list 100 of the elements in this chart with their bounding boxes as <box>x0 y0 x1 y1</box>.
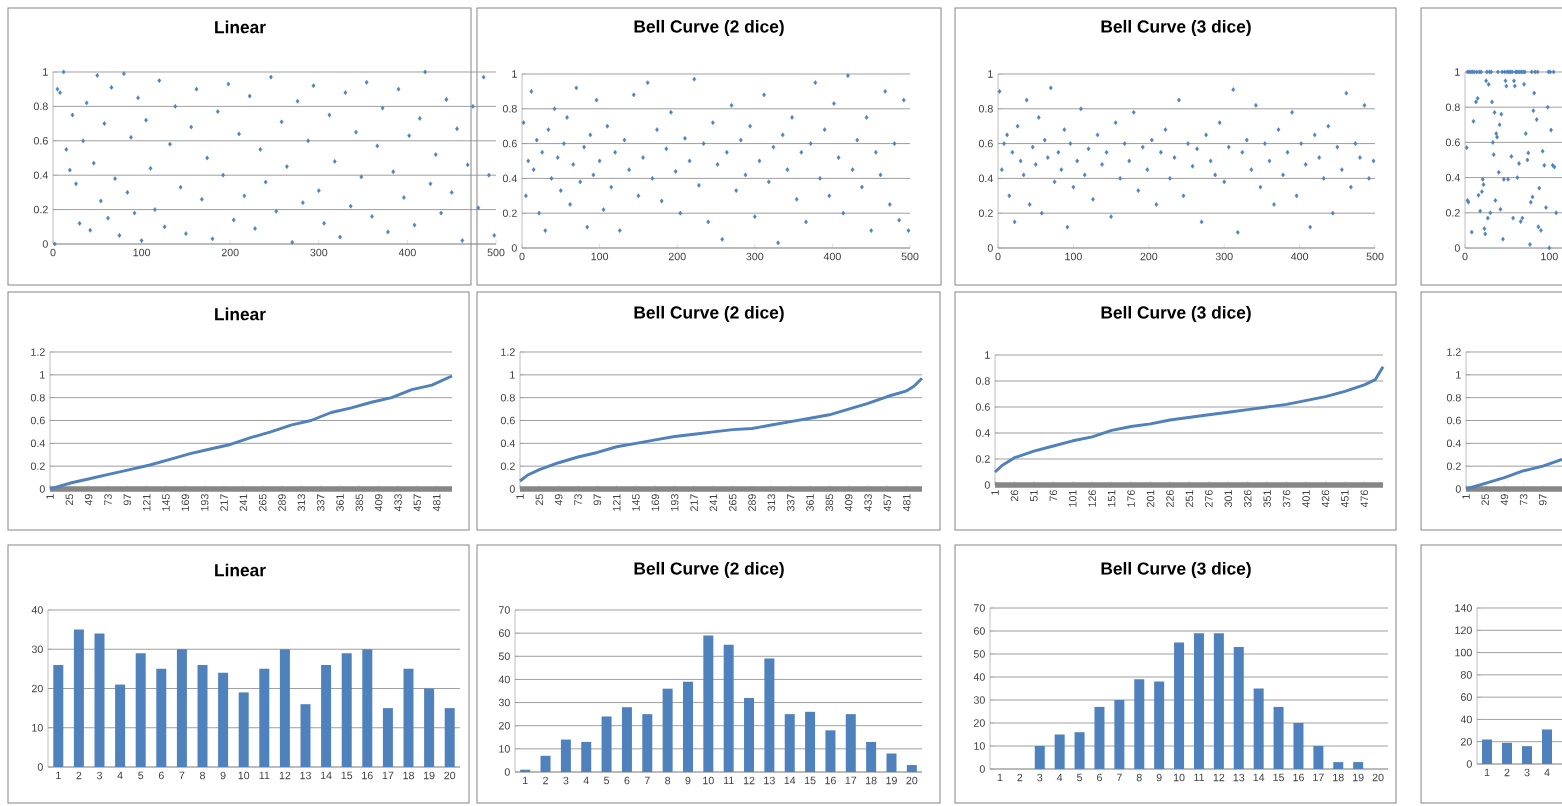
x-tick-label: 100 <box>1065 252 1082 261</box>
x-tick-label: 3 <box>1524 768 1530 777</box>
y-tick-label: 40 <box>1460 715 1472 724</box>
x-tick-label: 476 <box>1360 490 1369 508</box>
x-tick-label: 457 <box>883 494 892 512</box>
y-tick-label: 60 <box>973 627 985 635</box>
y-tick-label: 1 <box>512 70 517 78</box>
x-tick-label: 20 <box>444 771 456 780</box>
x-tick-label: 0 <box>995 252 1001 261</box>
x-tick-label: 313 <box>297 494 306 512</box>
y-tick-label: 1.2 <box>31 348 45 356</box>
x-tick-label: 426 <box>1321 490 1330 508</box>
x-tick-label: 433 <box>394 494 402 512</box>
x-tick-label: 20 <box>906 776 918 785</box>
x-tick-label: 15 <box>1273 773 1285 782</box>
y-tick-label: 0 <box>42 240 48 248</box>
x-tick-label: 5 <box>1077 773 1083 782</box>
x-tick-label: 145 <box>162 494 170 511</box>
x-tick-label: 7 <box>179 771 185 780</box>
bar <box>682 681 693 772</box>
x-tick-label: 6 <box>1097 773 1102 782</box>
x-tick-label: 73 <box>574 494 582 506</box>
y-tick-label: 0.2 <box>33 205 48 214</box>
bar <box>156 668 167 767</box>
x-tick-label: 51 <box>1030 490 1038 502</box>
x-tick-label: 193 <box>670 494 679 511</box>
x-tick-label: 301 <box>1224 490 1233 508</box>
y-tick-label: 40 <box>31 606 43 614</box>
bar <box>238 692 249 767</box>
y-tick-label: 40 <box>498 675 510 684</box>
x-tick-label: 26 <box>1010 490 1019 502</box>
x-tick-label: 251 <box>1185 490 1194 507</box>
x-tick-label: 100 <box>591 252 609 261</box>
bar <box>94 633 105 767</box>
x-tick-label: 11 <box>1194 773 1204 782</box>
x-tick-label: 169 <box>181 494 190 511</box>
y-tick-label: 0.8 <box>978 105 993 113</box>
bar <box>886 753 897 772</box>
bar <box>259 668 270 767</box>
x-tick-label: 289 <box>278 494 286 511</box>
x-tick-label: 100 <box>133 248 151 257</box>
x-tick-label: 401 <box>1302 490 1310 508</box>
x-tick-label: 0 <box>50 248 56 257</box>
bar <box>1313 746 1324 769</box>
bar <box>845 714 856 772</box>
y-tick-label: 0.8 <box>975 377 990 385</box>
y-tick-label: 0.4 <box>33 171 48 179</box>
y-tick-label: 20 <box>1460 737 1472 746</box>
x-tick-label: 2 <box>1017 773 1023 782</box>
x-tick-label: 2 <box>1504 768 1510 777</box>
y-tick-label: 0 <box>509 485 515 493</box>
bar <box>1273 706 1284 769</box>
x-tick-label: 4 <box>1544 768 1550 777</box>
x-tick-label: 10 <box>703 776 714 785</box>
x-tick-label: 10 <box>238 771 250 780</box>
x-tick-label: 8 <box>200 771 205 780</box>
x-tick-label: 25 <box>65 494 74 506</box>
bar <box>866 741 877 772</box>
y-tick-label: 1 <box>43 68 48 76</box>
bar <box>1233 647 1244 769</box>
x-tick-label: 3 <box>96 771 102 780</box>
x-tick-label: 7 <box>1116 773 1122 782</box>
x-tick-label: 176 <box>1127 490 1135 507</box>
y-tick-label: 50 <box>973 650 985 658</box>
chart-title: Bell Curve (2 dice) <box>634 19 784 37</box>
x-tick-label: 326 <box>1243 490 1252 508</box>
x-tick-label: 8 <box>1136 773 1142 782</box>
x-tick-label: 25 <box>535 494 544 506</box>
y-tick-label: 140 <box>1455 604 1472 612</box>
bar <box>444 708 455 767</box>
x-tick-label: 3 <box>1037 773 1043 782</box>
x-tick-label: 337 <box>786 494 795 512</box>
y-tick-label: 0 <box>39 485 45 493</box>
x-tick-label: 8 <box>665 776 671 785</box>
chart-title: Bell Curve (3 dice) <box>1101 19 1251 37</box>
x-tick-label: 337 <box>316 494 325 512</box>
y-tick-label: 0.6 <box>975 403 990 411</box>
chart-title: Linear <box>215 563 266 577</box>
bar <box>1094 706 1105 769</box>
y-tick-label: 0.4 <box>975 429 990 437</box>
y-tick-label: 0.2 <box>978 209 993 217</box>
y-tick-label: 1 <box>40 371 45 379</box>
x-tick-label: 169 <box>651 494 660 511</box>
y-tick-label: 0.8 <box>1445 103 1460 111</box>
x-tick-label: 97 <box>593 494 602 506</box>
y-tick-label: 0.2 <box>1445 209 1460 217</box>
bar <box>1502 742 1513 764</box>
y-tick-label: 1 <box>985 351 990 359</box>
y-tick-label: 1.2 <box>1447 348 1461 356</box>
x-tick-label: 49 <box>1500 494 1509 506</box>
y-tick-label: 1.2 <box>501 348 515 356</box>
x-tick-label: 13 <box>300 771 311 780</box>
x-tick-label: 376 <box>1282 490 1291 508</box>
y-tick-label: 0.2 <box>975 455 990 463</box>
x-tick-label: 73 <box>1519 494 1528 506</box>
bar <box>341 653 352 767</box>
x-tick-label: 4 <box>1056 773 1063 782</box>
bar <box>300 704 311 767</box>
y-tick-label: 0.2 <box>502 209 517 217</box>
x-tick-label: 1 <box>997 773 1003 782</box>
